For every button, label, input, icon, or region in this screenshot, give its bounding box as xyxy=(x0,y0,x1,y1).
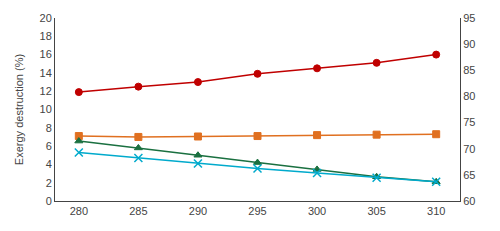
svg-text:90: 90 xyxy=(463,38,475,50)
svg-text:2: 2 xyxy=(46,177,52,189)
svg-text:305: 305 xyxy=(367,205,385,217)
svg-text:70: 70 xyxy=(463,143,475,155)
svg-text:80: 80 xyxy=(463,90,475,102)
svg-text:12: 12 xyxy=(40,85,52,97)
svg-text:6: 6 xyxy=(46,140,52,152)
svg-text:14: 14 xyxy=(40,67,52,79)
svg-text:0: 0 xyxy=(46,195,52,207)
svg-text:300: 300 xyxy=(308,205,326,217)
svg-text:290: 290 xyxy=(189,205,207,217)
svg-text:18: 18 xyxy=(40,30,52,42)
svg-text:16: 16 xyxy=(40,48,52,60)
svg-text:75: 75 xyxy=(463,116,475,128)
svg-text:285: 285 xyxy=(129,205,147,217)
svg-text:95: 95 xyxy=(463,12,475,24)
svg-text:Exergy destruction (%): Exergy destruction (%) xyxy=(13,54,25,165)
svg-text:280: 280 xyxy=(70,205,88,217)
svg-text:295: 295 xyxy=(248,205,266,217)
svg-text:4: 4 xyxy=(46,158,52,170)
svg-text:8: 8 xyxy=(46,122,52,134)
svg-text:65: 65 xyxy=(463,169,475,181)
svg-text:85: 85 xyxy=(463,64,475,76)
svg-text:310: 310 xyxy=(427,205,445,217)
svg-text:60: 60 xyxy=(463,195,475,207)
svg-text:10: 10 xyxy=(40,103,52,115)
svg-text:20: 20 xyxy=(40,12,52,24)
